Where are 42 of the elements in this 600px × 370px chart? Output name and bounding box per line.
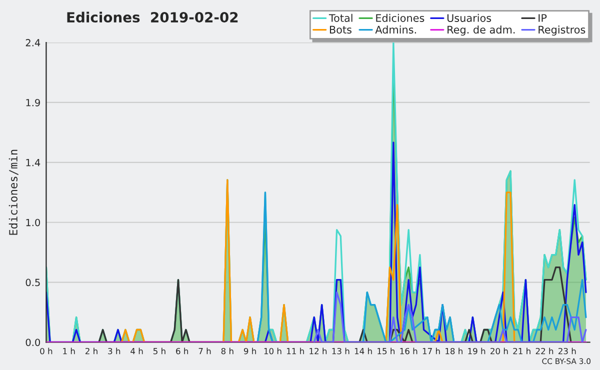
x-tick-label: 17 h bbox=[422, 348, 440, 354]
x-tick-label: 21 h bbox=[513, 348, 530, 354]
x-tick-label: 12 h bbox=[310, 348, 327, 354]
x-tick-label: 14 h bbox=[354, 348, 372, 354]
y-tick-label: 1.4 bbox=[26, 159, 40, 166]
x-tick-label: 19 h bbox=[468, 348, 486, 354]
y-tick-label: 1.0 bbox=[26, 218, 40, 226]
x-tick-label: 4 h bbox=[130, 348, 143, 354]
x-tick-label: 8 h bbox=[221, 348, 234, 354]
legend-label: Total bbox=[328, 14, 352, 22]
x-tick-label: 9 h bbox=[244, 348, 256, 354]
x-tick-label: 11 h bbox=[287, 348, 304, 354]
legend-label: Bots bbox=[330, 26, 352, 34]
x-tick-label: 10 h bbox=[264, 348, 282, 354]
x-tick-label: 20 h bbox=[490, 348, 508, 354]
x-tick-label: 1 h bbox=[63, 348, 75, 354]
legend-label: Reg. de adm. bbox=[448, 26, 515, 36]
x-tick-label: 23 h bbox=[558, 348, 576, 354]
line-series bbox=[256, 192, 587, 342]
x-tick-label: 7 h bbox=[198, 348, 211, 354]
y-tick-label: 1.9 bbox=[26, 98, 40, 106]
x-tick-label: 13 h bbox=[332, 348, 350, 354]
x-tick-label: 0 h bbox=[40, 348, 52, 354]
x-tick-label: 3 h bbox=[108, 348, 120, 354]
x-tick-label: 6 h bbox=[176, 348, 188, 354]
y-tick-label: 0.5 bbox=[26, 278, 40, 286]
legend-label: IP bbox=[538, 14, 547, 22]
x-tick-label: 15 h bbox=[378, 348, 395, 354]
x-tick-label: 18 h bbox=[446, 348, 462, 354]
x-tick-label: 2 h bbox=[85, 348, 98, 354]
legend-label: Admins. bbox=[375, 26, 416, 34]
y-tick-label: 0.0 bbox=[26, 338, 40, 346]
chart-title: Ediciones 2019-02-02 bbox=[67, 12, 238, 23]
x-tick-label: 16 h bbox=[400, 348, 418, 354]
legend-label: Ediciones bbox=[376, 14, 424, 22]
x-tick-label: 5 h bbox=[153, 348, 166, 354]
y-axis-title: Ediciones/min bbox=[8, 150, 18, 235]
legend-label: Usuarios bbox=[447, 14, 492, 22]
x-tick-label: 22 h bbox=[536, 348, 554, 354]
line-series bbox=[313, 291, 587, 342]
legend-label: Registros bbox=[538, 26, 586, 36]
y-tick-label: 2.4 bbox=[26, 39, 40, 46]
